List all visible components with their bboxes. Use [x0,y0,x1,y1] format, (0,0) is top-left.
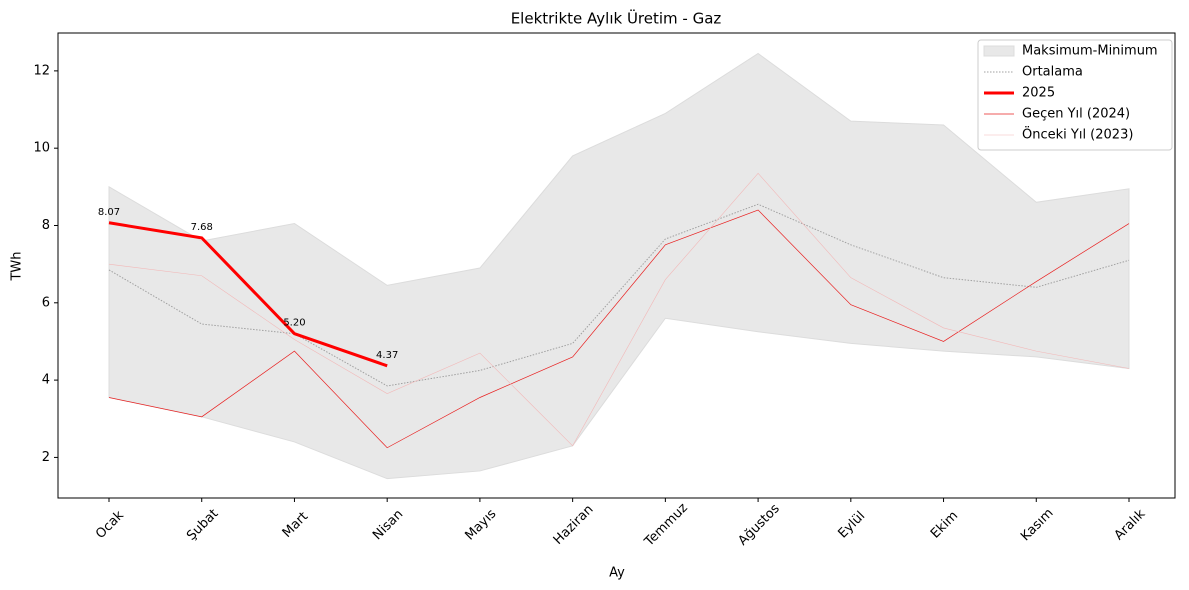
data-label: 8.07 [98,207,120,218]
y-tick-label: 8 [42,218,50,233]
series-line [108,221,388,368]
y-tick-label: 2 [42,450,50,465]
plot-frame [57,32,1176,499]
data-label: 5.20 [283,318,305,329]
x-tick-label: Şubat [184,506,221,543]
series-line [108,172,1130,447]
data-label: 7.68 [191,222,213,233]
x-tick-label: Ağustos [735,501,783,549]
x-tick-label: Aralık [1112,506,1149,543]
range-band [108,52,1130,480]
y-axis-label: TWh [10,251,25,281]
series-line [108,203,1130,387]
chart-title: Elektrikte Aylık Üretim - Gaz [511,9,722,28]
legend-label: 2025 [1022,86,1055,101]
y-tick-label: 6 [42,295,50,310]
y-tick-label: 4 [42,373,50,388]
x-tick-label: Mart [280,509,312,541]
data-label: 4.37 [376,350,398,361]
x-tick-label: Haziran [551,502,597,548]
x-tick-label: Temmuz [641,500,691,550]
legend-box [977,39,1173,151]
x-tick-label: Mayıs [462,506,499,543]
y-tick-label: 10 [33,141,50,156]
x-tick-label: Nisan [370,507,406,543]
x-tick-label: Ocak [93,508,127,542]
legend-label: Maksimum-Minimum [1022,44,1158,59]
legend-label: Önceki Yıl (2023) [1022,126,1133,143]
y-tick-label: 12 [33,63,50,78]
series-line [108,209,1130,449]
legend-label: Ortalama [1022,65,1083,80]
legend-swatch [983,45,1015,57]
legend-label: Geçen Yıl (2024) [1022,107,1130,122]
x-tick-label: Ekim [928,508,961,541]
x-tick-label: Kasım [1018,506,1056,544]
x-axis-label: Ay [609,566,625,581]
x-tick-label: Eylül [835,509,868,542]
